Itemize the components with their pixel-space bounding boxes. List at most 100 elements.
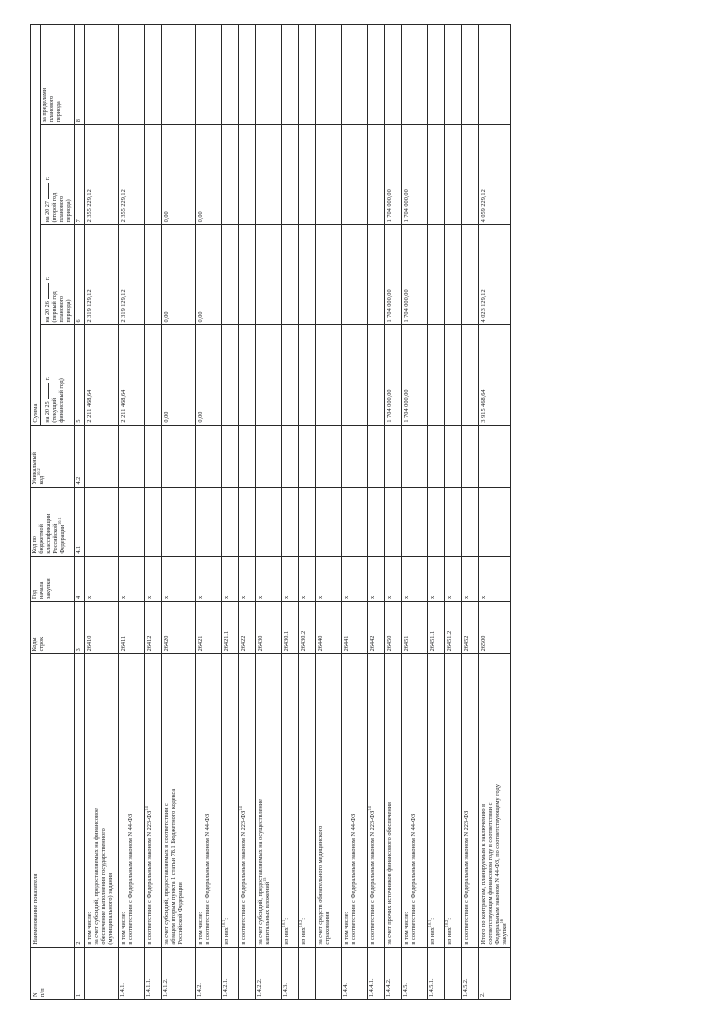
sum-second-planning-year-cell: [238, 124, 256, 225]
column-number-row: 1 2 3 4 4.1 4.2 5 6 7 8: [74, 24, 85, 1000]
unique-code-cell: [221, 425, 239, 488]
row-index-cell: 1.4.5.: [401, 947, 428, 1000]
row-index-cell: 1.4.1.: [118, 947, 145, 1000]
row-index-cell: 1.4.3.: [281, 947, 299, 1000]
row-index-cell: 2.: [478, 947, 511, 1000]
row-indicator-name-cell: за счет субсидий, предоставляемых на осу…: [255, 653, 282, 948]
row-name-line: в соответствии с Федеральным законом N 2…: [367, 806, 377, 945]
sum-first-planning-year-cell: [255, 224, 282, 325]
header-year-l1: Год: [32, 589, 38, 599]
header-sum3-year: 27: [45, 201, 52, 208]
header-row-codes: Коды строк: [30, 601, 75, 654]
column-number-7: 7: [74, 124, 85, 225]
header-sum2-l4: периода): [66, 299, 73, 323]
row-name-line: в соответствии с Федеральным законом N 4…: [410, 813, 418, 945]
row-index-cell: 1.4.1.2.: [161, 947, 196, 1000]
row-indicator-name-cell: из них10.1:: [281, 653, 299, 948]
sum-current-year-cell: 3 915 468,64: [478, 324, 511, 426]
header-row-number-l1: N: [32, 992, 39, 997]
row-code-cell: 26420: [161, 601, 196, 654]
purchase-year-cell: x: [298, 556, 316, 602]
row-name-line: в том числе:: [197, 911, 205, 945]
row-name-line: в соответствии с Федеральным законом N 4…: [127, 813, 135, 945]
sum-current-year-cell: [238, 324, 256, 426]
header-kbk-l1: Код по: [32, 536, 38, 554]
kbk-cell: [161, 487, 196, 557]
unique-code-cell: [444, 425, 462, 488]
sum-current-year-cell: 2 211 468,64: [118, 324, 145, 426]
sum-second-planning-year-cell: [315, 124, 342, 225]
sum-first-planning-year-cell: [221, 224, 239, 325]
header-sum1-suffix: г.: [45, 376, 52, 381]
column-number-6: 6: [74, 224, 85, 325]
header-uniq-l2-text: код: [39, 475, 46, 485]
row-name-line: (муниципального) задания: [107, 872, 115, 945]
row-name-footnote: 15: [262, 877, 268, 882]
row-index-cell: [298, 947, 316, 1000]
sum-second-planning-year-cell: [427, 124, 445, 225]
row-name-line: за счет прочих источников финансового об…: [386, 802, 394, 945]
row-name-footnote: 10.1: [427, 919, 433, 928]
header-kbk-l2: бюджетной: [39, 524, 45, 554]
row-index-cell: 1.4.1.1.: [144, 947, 162, 1000]
sum-first-planning-year-cell: 1 704 000,00: [384, 224, 402, 325]
row-name-line: Итого по контрактам, планируемым к заклю…: [480, 803, 488, 945]
table-head: N п/п Наименование показателя Коды строк…: [30, 24, 85, 1000]
sum-beyond-period-cell: [461, 24, 479, 125]
sum-current-year-cell: [427, 324, 445, 426]
sum-beyond-period-cell: [315, 24, 342, 125]
header-kbk-l5-text: Федерации: [60, 524, 67, 554]
kbk-cell: [367, 487, 385, 557]
sum-first-planning-year-cell: [444, 224, 462, 325]
header-uniq-l2: код10.2: [36, 428, 46, 485]
header-sum-beyond-planning-period: за пределами планового периода: [40, 24, 75, 125]
sum-second-planning-year-cell: [221, 124, 239, 225]
row-name-footnote: 10.2: [298, 919, 304, 928]
header-sum1-year-line: на 20 25 г.: [42, 327, 52, 423]
sum-first-planning-year-cell: [238, 224, 256, 325]
row-name-line: в том числе:: [403, 911, 411, 945]
column-number-4: 4: [74, 556, 85, 602]
table-row: 1.4.5.1. из них10.1: 26451.1 x: [427, 24, 445, 1000]
purchase-year-cell: x: [118, 556, 145, 602]
row-name-footnote: 10.1: [281, 919, 287, 928]
table-row: из них10.2: 26451.2 x: [444, 24, 462, 1000]
sum-second-planning-year-cell: [255, 124, 282, 225]
kbk-cell: [238, 487, 256, 557]
sum-current-year-cell: 1 704 000,00: [401, 324, 428, 426]
unique-code-cell: [238, 425, 256, 488]
sum-current-year-cell: 0,00: [195, 324, 222, 426]
header-sum2-l2: (первый год: [52, 291, 59, 323]
header-sum1-year: 25: [45, 401, 52, 408]
table-row: 1.4.2.2. за счет субсидий, предоставляемы…: [255, 24, 282, 1000]
sum-second-planning-year-cell: 1 704 000,00: [384, 124, 402, 225]
unique-code-cell: [118, 425, 145, 488]
header-purchase-start-year: Год начала закупки: [30, 556, 75, 602]
sum-beyond-period-cell: [195, 24, 222, 125]
row-name-line: за счет субсидий, предоставляемых в соот…: [163, 803, 171, 945]
kbk-cell: [315, 487, 342, 557]
table-row: 1.4.1.1. в соответствии с Федеральным зак…: [144, 24, 162, 1000]
header-sum4-l3: периода: [56, 101, 63, 123]
table-row: 1.4.5. в том числе: в соответствии с Федер…: [401, 24, 428, 1000]
row-indicator-name-cell: в соответствии с Федеральным законом N 2…: [367, 653, 385, 948]
header-year-l3: закупки: [46, 578, 52, 599]
column-number-4-2: 4.2: [74, 425, 85, 488]
sum-second-planning-year-cell: [341, 124, 368, 225]
table-row: 1.4.1. в том числе: в соответствии с Федер…: [118, 24, 145, 1000]
row-code-cell: 26451.1: [427, 601, 445, 654]
row-name-line: страхования: [324, 911, 332, 945]
sum-beyond-period-cell: [427, 24, 445, 125]
kbk-cell: [144, 487, 162, 557]
unique-code-cell: [367, 425, 385, 488]
column-number-3: 3: [74, 601, 85, 654]
purchase-year-cell: x: [478, 556, 511, 602]
row-indicator-name-cell: за счет субсидий, предоставляемых в соот…: [161, 653, 196, 948]
sum-current-year-cell: [367, 324, 385, 426]
purchase-year-cell: x: [315, 556, 342, 602]
unique-code-cell: [255, 425, 282, 488]
sum-first-planning-year-cell: 1 704 000,00: [401, 224, 428, 325]
sum-current-year-cell: 2 211 468,64: [84, 324, 119, 426]
